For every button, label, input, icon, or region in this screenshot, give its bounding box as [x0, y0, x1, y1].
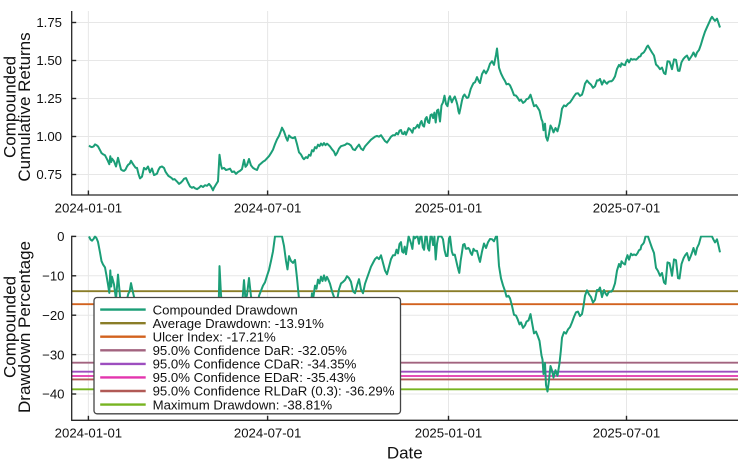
svg-text:0.75: 0.75	[36, 167, 62, 182]
svg-text:2025-01-01: 2025-01-01	[415, 426, 482, 441]
svg-text:95.0% Confidence EDaR: -35.43%: 95.0% Confidence EDaR: -35.43%	[153, 370, 356, 385]
svg-text:2024-07-01: 2024-07-01	[234, 201, 301, 216]
svg-text:95.0% Confidence CDaR: -34.35%: 95.0% Confidence CDaR: -34.35%	[153, 357, 357, 372]
svg-text:2025-07-01: 2025-07-01	[593, 426, 660, 441]
svg-text:1.00: 1.00	[36, 129, 62, 144]
svg-text:2025-01-01: 2025-01-01	[415, 201, 482, 216]
svg-text:−40: −40	[42, 387, 64, 402]
svg-text:Compounded Drawdown: Compounded Drawdown	[153, 302, 298, 317]
svg-text:2024-01-01: 2024-01-01	[55, 201, 122, 216]
svg-text:−30: −30	[42, 347, 64, 362]
svg-text:2024-01-01: 2024-01-01	[55, 426, 122, 441]
svg-text:95.0% Confidence RLDaR (0.3):: 95.0% Confidence RLDaR (0.3): -36.29%	[153, 384, 395, 399]
svg-text:1.75: 1.75	[36, 15, 62, 30]
svg-text:1.25: 1.25	[36, 91, 62, 106]
svg-text:−20: −20	[42, 308, 64, 323]
svg-text:2025-07-01: 2025-07-01	[593, 201, 660, 216]
svg-text:1.50: 1.50	[36, 53, 62, 68]
svg-text:95.0% Confidence DaR: -32.05%: 95.0% Confidence DaR: -32.05%	[153, 343, 348, 358]
svg-text:CompoundedCumulative Returns: CompoundedCumulative Returns	[1, 32, 35, 181]
svg-text:Average Drawdown: -13.91%: Average Drawdown: -13.91%	[153, 316, 325, 331]
svg-text:Date: Date	[387, 444, 423, 463]
svg-text:−10: −10	[42, 269, 64, 284]
svg-text:Maximum Drawdown: -38.81%: Maximum Drawdown: -38.81%	[153, 397, 333, 412]
svg-text:0: 0	[57, 229, 64, 244]
svg-text:CompoundedDrawdown Percentage: CompoundedDrawdown Percentage	[1, 241, 35, 413]
svg-text:Ulcer Index: -17.21%: Ulcer Index: -17.21%	[153, 329, 276, 344]
svg-text:2024-07-01: 2024-07-01	[234, 426, 301, 441]
